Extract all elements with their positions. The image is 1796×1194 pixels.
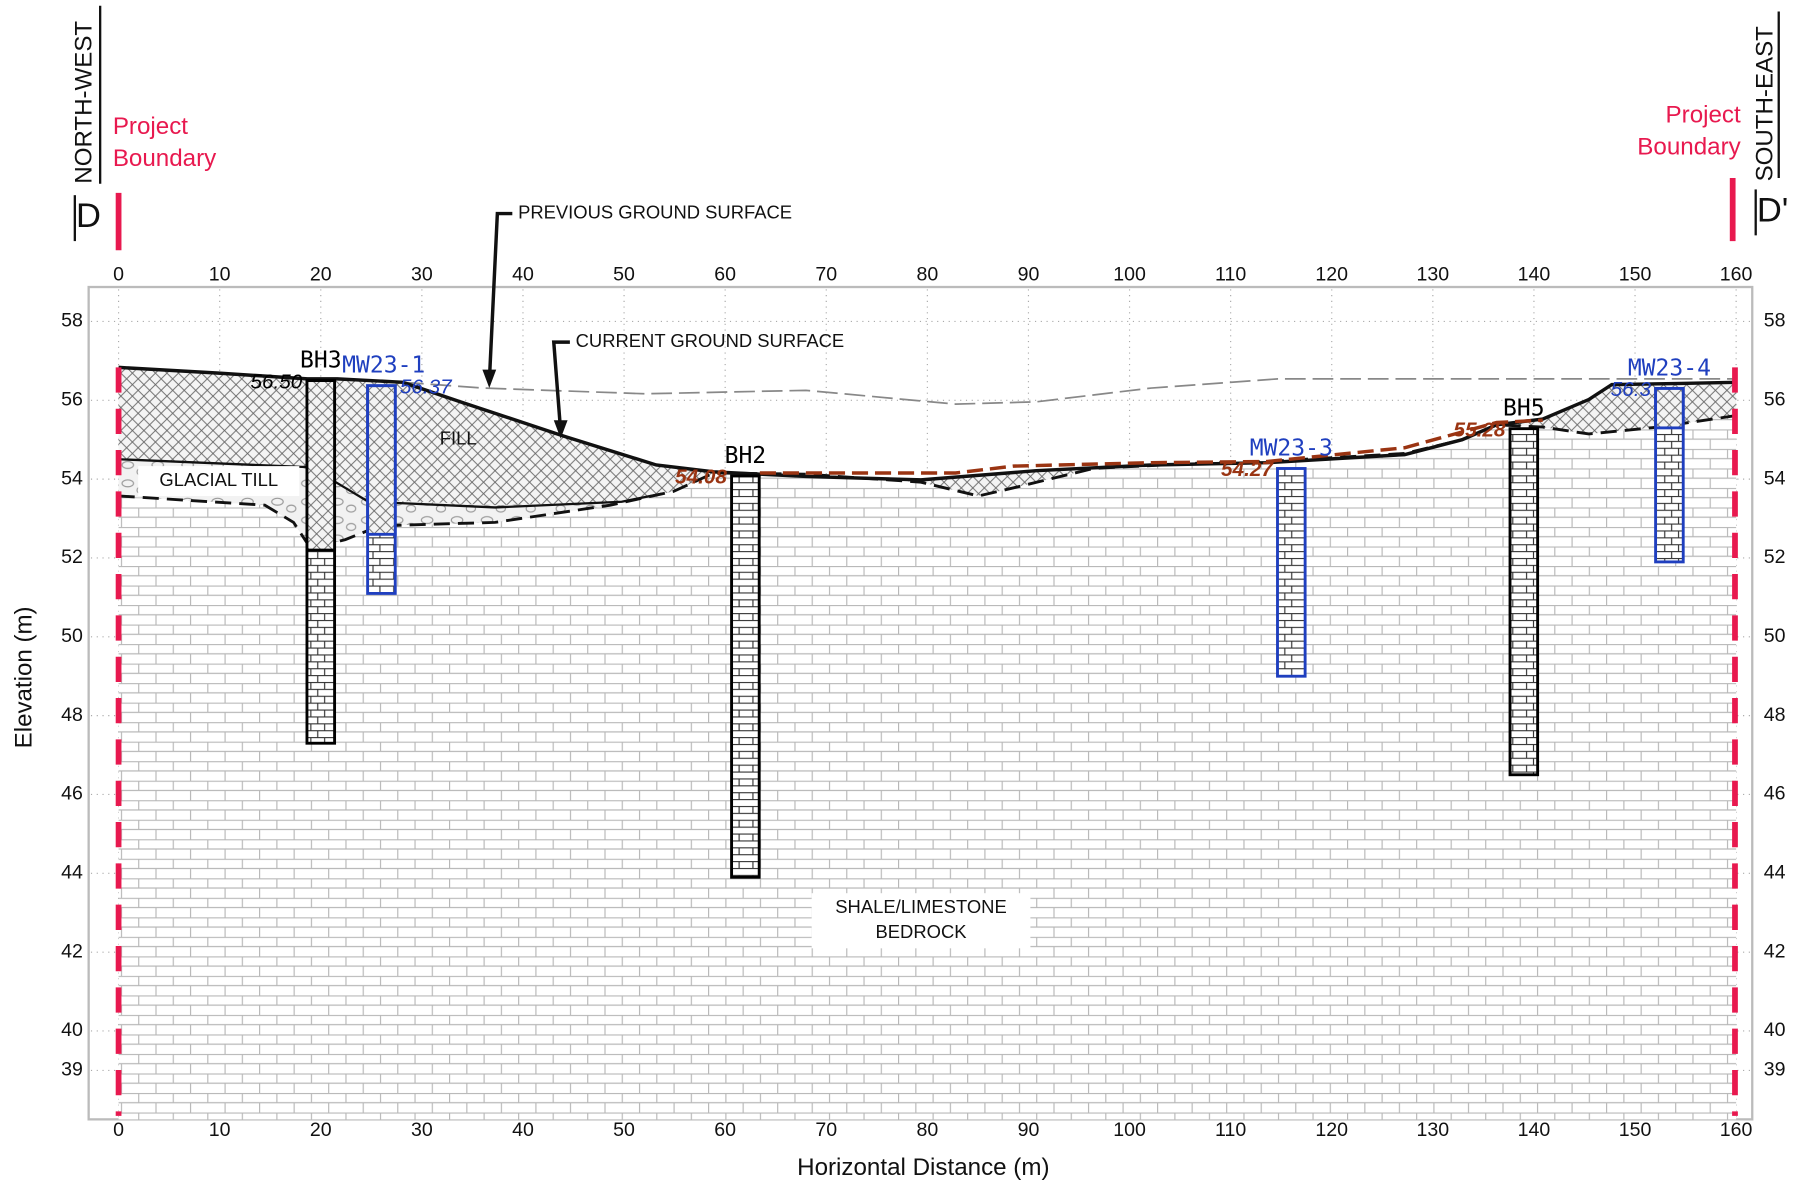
x-tick-label: 10 [209,264,231,286]
x-tick-label: 30 [411,1119,433,1141]
borehole-fill-segment [368,386,396,535]
y-tick-label: 50 [1764,625,1786,647]
x-tick-label: 160 [1720,264,1753,286]
y-tick-label: 46 [61,783,83,805]
y-tick-label: 58 [61,310,83,332]
annotation: FILL [440,428,477,449]
y-tick-label: 50 [61,625,83,647]
boundary-label: Project [113,113,188,140]
x-tick-label: 80 [916,264,938,286]
x-tick-label: 140 [1518,264,1551,286]
y-tick-label: 58 [1764,310,1786,332]
elevation-label: 56.3 [1611,378,1652,401]
x-tick-label: 60 [714,264,736,286]
x-tick-label: 50 [613,1119,635,1141]
x-tick-label: 20 [310,1119,332,1141]
x-tick-label: 50 [613,264,635,286]
x-tick-label: 120 [1315,1119,1348,1141]
annotation: BEDROCK [876,921,968,942]
y-tick-label: 40 [61,1019,83,1041]
x-tick-label: 0 [113,1119,124,1141]
x-tick-label: 90 [1018,1119,1040,1141]
borehole-fill-segment [307,381,335,550]
x-tick-label: 80 [916,1119,938,1141]
y-axis-label: Elevation (m) [11,606,38,748]
boundary-label: Boundary [113,145,217,172]
x-tick-label: 150 [1619,264,1652,286]
y-tick-label: 56 [1764,388,1786,410]
direction: SOUTH-EAST [1751,26,1778,182]
x-tick-label: 20 [310,264,332,286]
elevation-label: 55.28 [1454,418,1506,441]
y-tick-label: 56 [61,388,83,410]
x-tick-label: 110 [1215,264,1246,286]
y-tick-label: 48 [61,704,83,726]
borehole-name: BH3 [300,348,342,374]
y-tick-label: 52 [1764,546,1786,568]
x-axis-label: Horizontal Distance (m) [797,1154,1049,1181]
x-tick-label: 100 [1113,264,1146,286]
borehole-fill-segment [1656,388,1684,427]
y-tick-label: 52 [61,546,83,568]
y-tick-label: 46 [1764,783,1786,805]
x-tick-label: 60 [714,1119,736,1141]
y-tick-label: 39 [61,1059,83,1081]
elevation-label: 56.37 [400,375,453,398]
x-tick-label: 110 [1215,1119,1246,1141]
borehole-name: BH5 [1503,396,1545,422]
x-tick-label: 130 [1417,264,1450,286]
boundary-label: Project [1666,101,1741,128]
section-letter: D [76,197,101,235]
y-tick-label: 42 [61,940,83,962]
x-tick-label: 90 [1018,264,1040,286]
x-tick-label: 100 [1113,1119,1146,1141]
x-tick-label: 70 [815,1119,837,1141]
borehole-name: BH2 [725,443,767,469]
x-tick-label: 40 [512,1119,534,1141]
x-tick-label: 0 [113,264,124,286]
boundary-label: Boundary [1637,133,1741,160]
elevation-label: 54.08 [675,466,727,489]
x-tick-label: 120 [1315,264,1348,286]
elevation-label: 54.27 [1221,458,1274,481]
x-tick-label: 130 [1417,1119,1450,1141]
x-tick-label: 70 [815,264,837,286]
annotation: GLACIAL TILL [159,469,278,490]
annotation: CURRENT GROUND SURFACE [576,330,845,351]
x-tick-label: 140 [1518,1119,1551,1141]
cross-section: D NORTH-WEST D' SOUTH-EAST Project Bound… [0,0,1796,1194]
y-tick-label: 44 [1764,861,1786,883]
x-tick-label: 30 [411,264,433,286]
y-tick-label: 48 [1764,704,1786,726]
x-tick-label: 150 [1619,1119,1652,1141]
section-letter: D' [1757,192,1789,230]
y-tick-label: 54 [1764,467,1786,489]
x-tick-label: 40 [512,264,534,286]
direction: NORTH-WEST [71,21,98,184]
elevation-label: 56.50 [251,370,303,393]
borehole [1510,429,1538,775]
annotation: PREVIOUS GROUND SURFACE [518,201,792,222]
annotation: SHALE/LIMESTONE [835,896,1006,917]
y-tick-label: 54 [61,467,83,489]
borehole [1277,468,1305,676]
x-tick-label: 10 [209,1119,231,1141]
borehole [732,476,760,877]
y-tick-label: 40 [1764,1019,1786,1041]
x-tick-label: 160 [1720,1119,1753,1141]
y-tick-label: 44 [61,861,83,883]
y-tick-label: 39 [1764,1059,1786,1081]
y-tick-label: 42 [1764,940,1786,962]
